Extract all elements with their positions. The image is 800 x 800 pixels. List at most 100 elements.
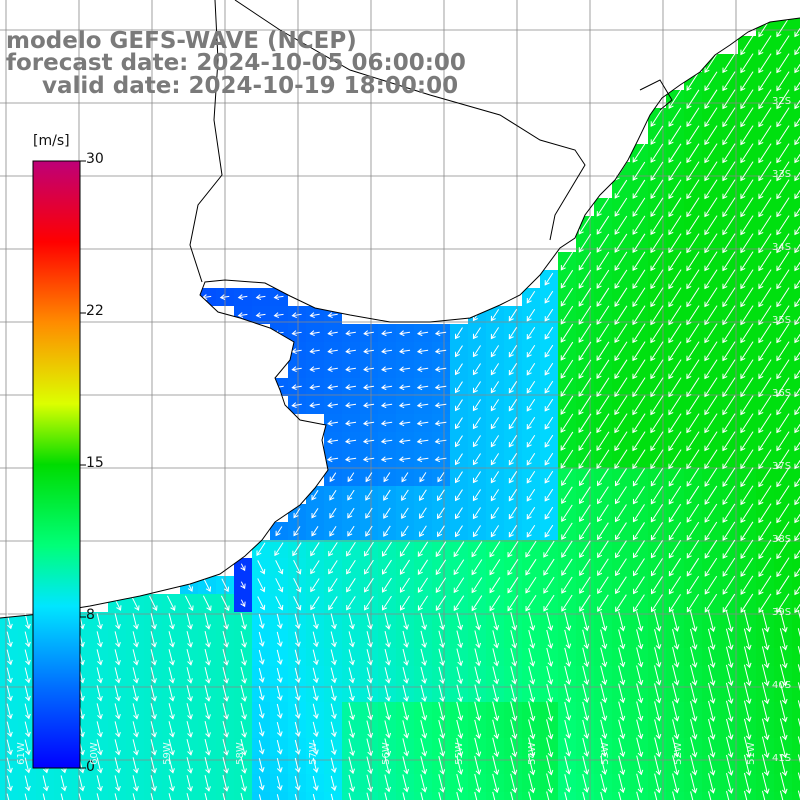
wind-arrow (618, 611, 626, 632)
wind-speed-cell (432, 792, 450, 800)
wind-arrow (438, 612, 446, 631)
wind-arrow (294, 685, 301, 702)
wind-arrow (704, 233, 718, 254)
wind-arrow (758, 197, 772, 218)
wind-arrow (528, 737, 536, 758)
wind-speed-cell (792, 180, 800, 198)
wind-arrow (293, 596, 302, 611)
wind-speed-cell (504, 792, 522, 800)
wind-arrow (779, 736, 788, 759)
wind-arrow (776, 413, 790, 434)
wind-arrow (544, 470, 554, 484)
wind-arrow (797, 790, 800, 800)
wind-speed-cell (792, 558, 800, 576)
wind-arrow (420, 792, 424, 800)
wind-speed-cell (126, 792, 144, 800)
wind-arrow (528, 684, 536, 703)
wind-arrow (438, 756, 446, 775)
wind-arrow (240, 756, 247, 774)
wind-arrow (526, 290, 536, 304)
wind-speed-cell (270, 792, 288, 800)
wind-arrow (416, 438, 429, 445)
wind-arrow (96, 721, 103, 738)
wind-arrow (650, 143, 664, 163)
wind-arrow (636, 791, 640, 800)
wind-arrow (564, 738, 572, 757)
wind-arrow (150, 613, 157, 630)
wind-arrow (347, 507, 355, 519)
wind-arrow (508, 525, 518, 538)
wind-arrow (582, 737, 590, 757)
wind-arrow (560, 287, 574, 307)
wind-speed-cell (792, 486, 800, 504)
wind-speed-cell (180, 792, 198, 800)
wind-arrow (222, 702, 229, 720)
wind-arrow (650, 341, 664, 362)
wind-arrow (758, 485, 772, 506)
wind-arrow (471, 577, 483, 594)
wind-arrow (96, 685, 103, 702)
wind-arrow (704, 305, 718, 326)
wind-arrow (258, 613, 265, 629)
wind-arrow (240, 702, 247, 720)
wind-arrow (438, 701, 446, 721)
wind-arrow (399, 541, 411, 557)
wind-arrow (309, 348, 320, 355)
wind-arrow (401, 489, 409, 501)
longitude-label: 60W (88, 742, 100, 765)
wind-arrow (417, 330, 429, 337)
wind-arrow (186, 649, 193, 666)
wind-arrow (366, 631, 373, 648)
wind-arrow (758, 539, 772, 560)
wind-arrow (797, 700, 800, 719)
wind-arrow (258, 631, 265, 647)
wind-arrow (794, 117, 800, 128)
wind-arrow (384, 792, 388, 800)
wind-arrow (708, 755, 716, 776)
wind-arrow (704, 467, 718, 487)
wind-arrow (348, 613, 355, 630)
wind-arrow (310, 560, 320, 575)
wind-speed-cell (288, 792, 306, 800)
wind-arrow (399, 559, 410, 575)
wind-arrow (275, 526, 283, 537)
wind-arrow (327, 312, 338, 319)
wind-arrow (794, 585, 800, 596)
wind-arrow (794, 549, 800, 560)
wind-arrow (636, 629, 644, 650)
wind-arrow (740, 341, 754, 362)
wind-arrow (582, 773, 590, 793)
wind-arrow (311, 526, 319, 537)
wind-arrow (794, 567, 800, 578)
wind-arrow (686, 395, 700, 416)
wind-speed-cell (558, 792, 576, 800)
wind-arrow (704, 377, 718, 398)
wind-arrow (24, 613, 31, 630)
wind-arrow (401, 525, 409, 537)
wind-arrow (614, 197, 628, 217)
wind-arrow (489, 577, 501, 594)
wind-speed-cell (792, 702, 800, 720)
wind-arrow (114, 613, 121, 630)
wind-arrow (114, 775, 121, 792)
wind-arrow (597, 486, 609, 505)
wind-arrow (255, 312, 266, 319)
wind-speed-cell (486, 792, 504, 800)
wind-arrow (690, 773, 698, 794)
wind-arrow (366, 756, 374, 775)
wind-arrow (740, 269, 754, 290)
wind-arrow (725, 664, 734, 687)
wind-arrow (597, 504, 609, 523)
wind-arrow (668, 503, 682, 523)
wind-arrow (779, 664, 788, 687)
wind-speed-cell (792, 126, 800, 144)
wind-arrow (794, 297, 800, 308)
wind-arrow (508, 435, 518, 448)
wind-arrow (743, 646, 752, 669)
wind-arrow (474, 630, 482, 649)
wind-arrow (776, 161, 790, 182)
wind-arrow (364, 541, 374, 557)
wind-arrow (582, 611, 590, 632)
wind-speed-cell (396, 792, 414, 800)
